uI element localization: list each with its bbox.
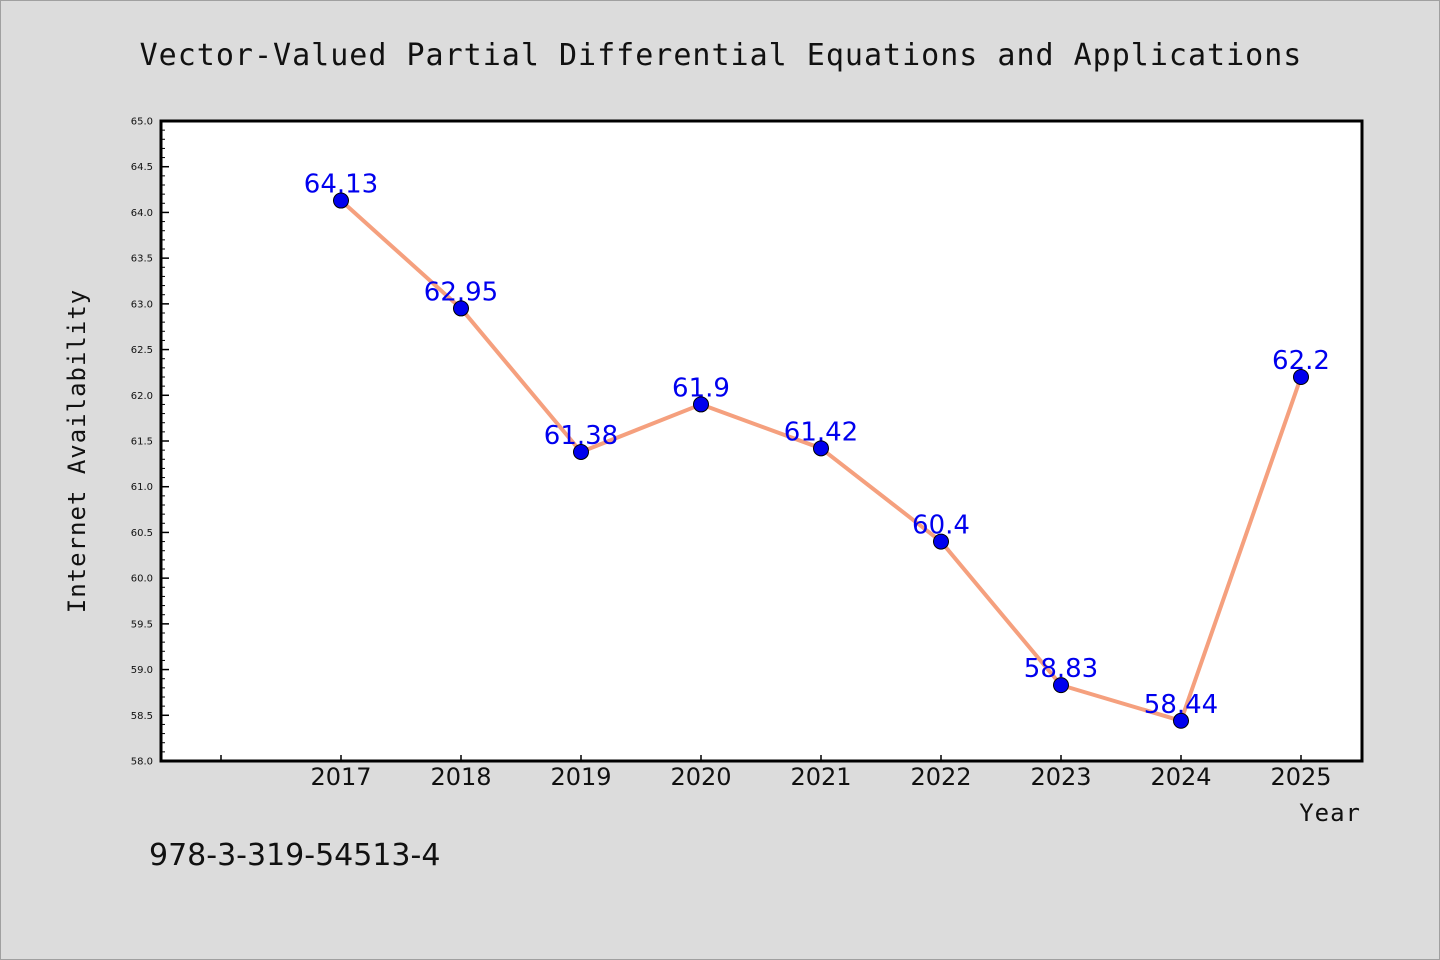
y-tick-label: 58.5: [131, 711, 153, 722]
x-axis-ticks: 2017 2018 2019 2020 2021 2022 2023 2024 2025: [220, 755, 1332, 791]
y-tick-label: 61.5: [131, 437, 153, 448]
data-point: [1293, 369, 1309, 385]
y-tick-label: 60.5: [131, 528, 153, 539]
x-tick-label: 2024: [1150, 763, 1211, 791]
x-tick-label: 2018: [430, 763, 491, 791]
x-axis-label: Year: [1299, 799, 1361, 827]
y-axis-ticks: 58.0 58.5 59.0 59.5 60.0 60.5 61.0 61.5 62.0 62.5…: [131, 117, 169, 768]
data-point: [573, 443, 589, 460]
data-label: 64.13: [304, 170, 378, 200]
y-tick-label: 64.0: [131, 208, 153, 219]
y-axis-label: Internet Availability: [63, 289, 91, 613]
data-point: [1053, 677, 1069, 694]
data-label: 61.9: [672, 373, 730, 403]
y-tick-label: 61.0: [131, 482, 153, 493]
data-label: 62.95: [424, 277, 498, 307]
series-internet-availability: [333, 192, 1309, 729]
y-tick-label: 64.5: [131, 162, 153, 173]
data-label: 58.83: [1024, 654, 1098, 684]
x-tick-label: 2022: [910, 763, 971, 791]
data-point: [453, 300, 469, 317]
data-point: [933, 533, 949, 550]
chart-title: Vector-Valued Partial Differential Equat…: [140, 38, 1303, 73]
data-label: 58.44: [1144, 690, 1218, 720]
x-tick-label: 2021: [790, 763, 851, 791]
data-label: 61.38: [544, 421, 618, 451]
y-tick-label: 65.0: [131, 117, 153, 128]
data-label: 61.42: [784, 417, 858, 447]
y-tick-label: 60.0: [131, 574, 153, 585]
x-tick-label: 2023: [1030, 763, 1091, 791]
data-label: 60.4: [912, 511, 970, 541]
data-labels: 64.13 62.95 61.38 61.9 61.42 60.4 58.83 58.44 62…: [304, 170, 1330, 720]
y-tick-label: 59.5: [131, 619, 153, 630]
y-tick-label: 62.5: [131, 345, 153, 356]
y-tick-label: 58.0: [131, 757, 153, 768]
data-point: [1173, 712, 1189, 729]
data-point: [813, 440, 829, 457]
plot-area: [159, 119, 1364, 763]
y-tick-label: 63.0: [131, 299, 153, 310]
x-tick-label: 2025: [1270, 763, 1331, 791]
x-tick-label: 2020: [670, 763, 731, 791]
y-tick-label: 59.0: [131, 665, 153, 676]
isbn-footnote: 978-3-319-54513-4: [149, 838, 440, 873]
x-tick-label: 2017: [310, 763, 371, 791]
x-tick-label: 2019: [550, 763, 611, 791]
data-point: [693, 396, 709, 413]
y-tick-label: 62.0: [131, 391, 153, 402]
data-point: [333, 192, 349, 209]
y-tick-label: 63.5: [131, 254, 153, 265]
data-label: 62.2: [1272, 346, 1330, 376]
